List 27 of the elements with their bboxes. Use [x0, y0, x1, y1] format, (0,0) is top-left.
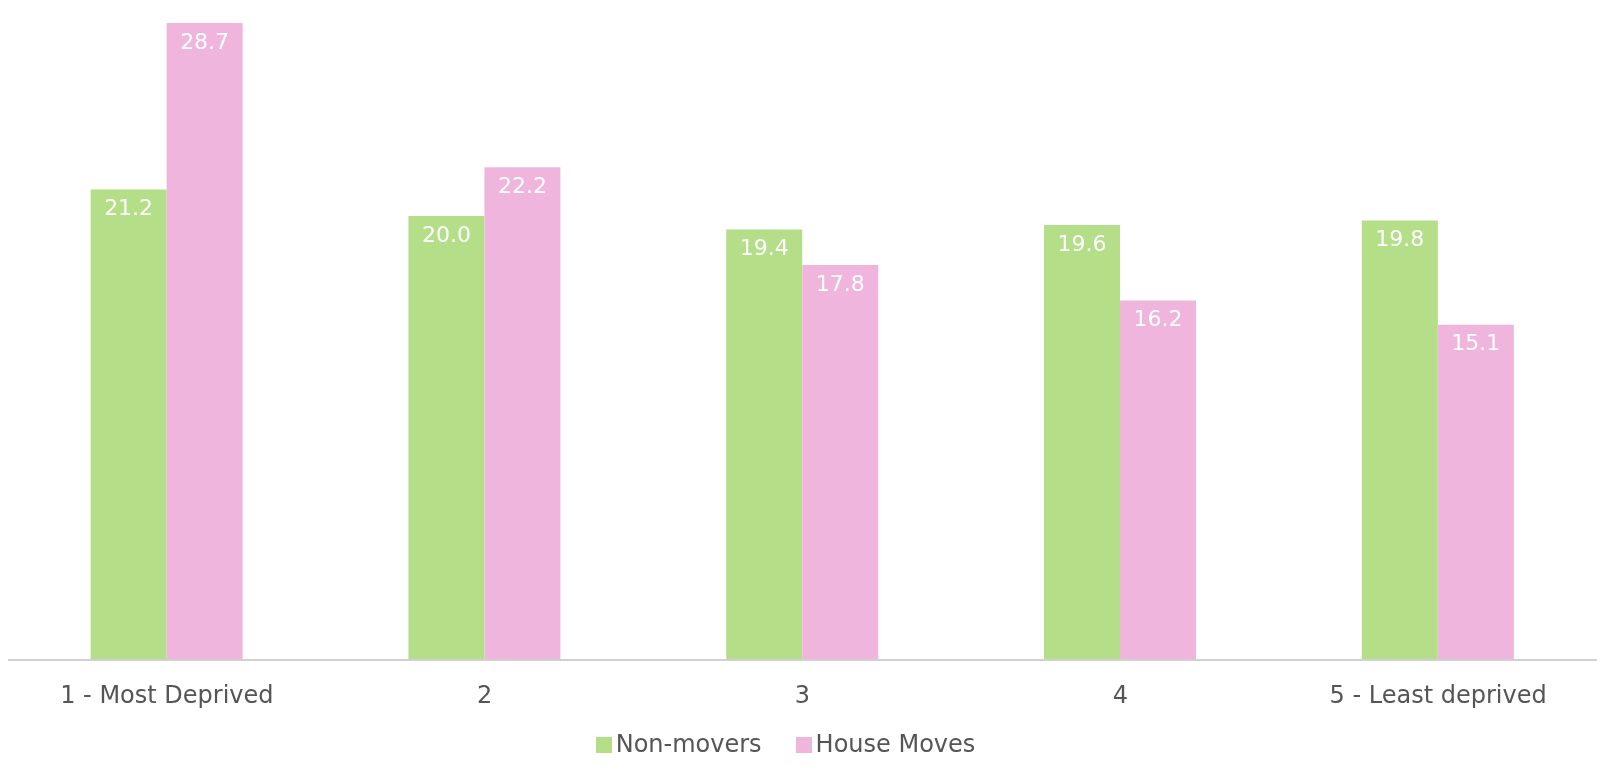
legend-label: Non-movers: [615, 730, 762, 758]
bar: [408, 216, 485, 660]
data-label: 15.1: [1451, 330, 1501, 356]
bar: [1437, 324, 1514, 660]
x-tick-label: 4: [1112, 681, 1128, 710]
data-label: 17.8: [815, 270, 865, 296]
data-label: 22.2: [497, 172, 547, 198]
data-label: 19.4: [739, 235, 789, 261]
legend-label: House Moves: [815, 730, 976, 758]
bar: [726, 229, 803, 660]
bar: [90, 189, 167, 660]
bar: [1120, 300, 1197, 660]
x-tick-label: 5 - Least deprived: [1329, 681, 1547, 710]
x-tick-label: 1 - Most Deprived: [60, 681, 274, 710]
bar: [166, 23, 243, 660]
data-label: 21.2: [104, 195, 154, 221]
bar: [1044, 224, 1121, 660]
data-label: 19.8: [1375, 226, 1425, 252]
bar: [802, 264, 879, 660]
x-tick-label: 3: [794, 681, 811, 710]
data-label: 20.0: [421, 221, 471, 247]
bar: [484, 167, 561, 660]
data-label: 28.7: [180, 28, 230, 54]
data-label: 19.6: [1057, 230, 1107, 256]
x-tick-label: 2: [477, 681, 493, 710]
bar: [1361, 220, 1438, 660]
data-label: 16.2: [1133, 306, 1183, 332]
